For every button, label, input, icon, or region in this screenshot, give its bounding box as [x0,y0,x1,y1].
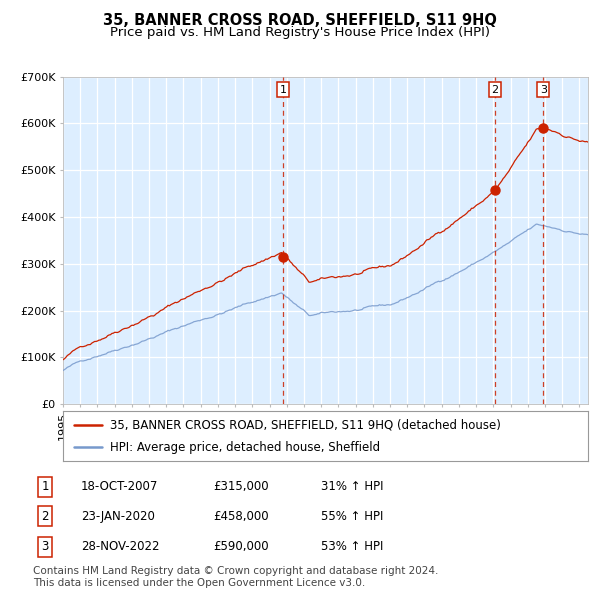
Text: 35, BANNER CROSS ROAD, SHEFFIELD, S11 9HQ (detached house): 35, BANNER CROSS ROAD, SHEFFIELD, S11 9H… [110,419,501,432]
Text: 2: 2 [41,510,49,523]
Text: HPI: Average price, detached house, Sheffield: HPI: Average price, detached house, Shef… [110,441,380,454]
Text: 3: 3 [540,85,547,95]
Text: 2: 2 [491,85,498,95]
Text: 31% ↑ HPI: 31% ↑ HPI [321,480,383,493]
Text: Contains HM Land Registry data © Crown copyright and database right 2024.: Contains HM Land Registry data © Crown c… [33,566,439,576]
Text: 28-NOV-2022: 28-NOV-2022 [81,540,160,553]
Text: 18-OCT-2007: 18-OCT-2007 [81,480,158,493]
Text: 1: 1 [41,480,49,493]
Text: £590,000: £590,000 [213,540,269,553]
Text: £315,000: £315,000 [213,480,269,493]
Text: 35, BANNER CROSS ROAD, SHEFFIELD, S11 9HQ: 35, BANNER CROSS ROAD, SHEFFIELD, S11 9H… [103,13,497,28]
Text: Price paid vs. HM Land Registry's House Price Index (HPI): Price paid vs. HM Land Registry's House … [110,26,490,39]
Text: 55% ↑ HPI: 55% ↑ HPI [321,510,383,523]
Text: This data is licensed under the Open Government Licence v3.0.: This data is licensed under the Open Gov… [33,578,365,588]
Text: 1: 1 [280,85,287,95]
Text: 3: 3 [41,540,49,553]
Text: 23-JAN-2020: 23-JAN-2020 [81,510,155,523]
Text: £458,000: £458,000 [213,510,269,523]
Text: 53% ↑ HPI: 53% ↑ HPI [321,540,383,553]
